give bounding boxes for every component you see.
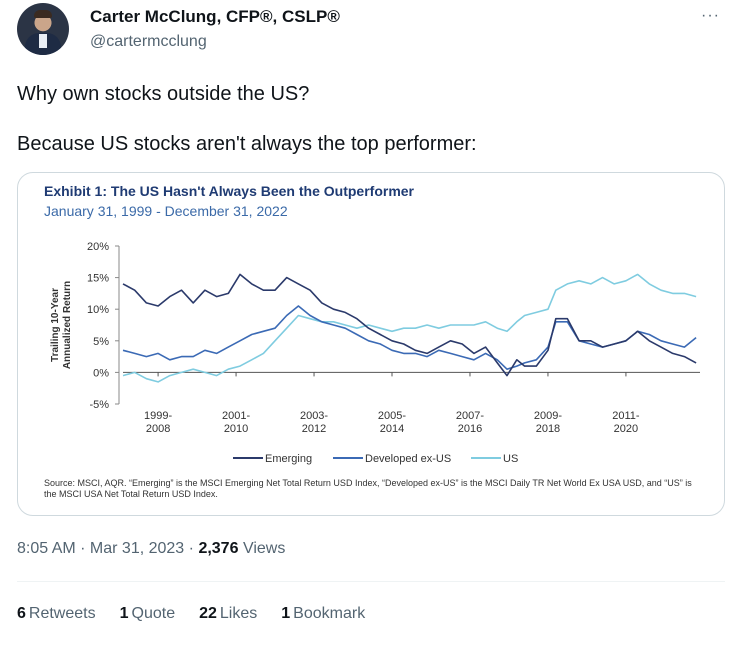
x-tick-label-bottom: 2014 — [380, 423, 404, 435]
series-line-developed-ex-us — [122, 305, 697, 370]
y-axis-label: Trailing 10-Year Annualized Return — [50, 281, 73, 369]
x-tick-label-top: 1999- — [144, 410, 172, 422]
legend-label: Developed ex-US — [365, 453, 451, 465]
legend-label: Emerging — [265, 453, 312, 465]
y-axis-label-line: Annualized Return — [62, 281, 73, 369]
y-tick-label: 15% — [87, 273, 109, 285]
author-handle[interactable]: @cartermcclung — [90, 33, 207, 50]
x-tick-label-bottom: 2020 — [614, 423, 638, 435]
x-tick-label-top: 2005- — [378, 410, 406, 422]
x-tick-label-bottom: 2010 — [224, 423, 248, 435]
x-tick-label-bottom: 2012 — [302, 423, 326, 435]
engagement-stats: 6 Retweets 1 Quote 22 Likes 1 Bookmark — [17, 605, 365, 623]
x-tick-label-top: 2007- — [456, 410, 484, 422]
x-tick-label-top: 2011- — [612, 410, 640, 422]
y-tick-label: -5% — [89, 399, 109, 411]
chart-source: Source: MSCI, AQR. “Emerging” is the MSC… — [44, 478, 692, 499]
more-options-icon[interactable]: ··· — [701, 7, 720, 24]
line-chart: 20%15%10%5%0%-5%1999-20082001-20102003-2… — [50, 241, 700, 465]
x-tick-label-top: 2003- — [300, 410, 328, 422]
chart-subtitle: January 31, 1999 - December 31, 2022 — [44, 203, 288, 219]
x-tick-label-bottom: 2008 — [146, 423, 170, 435]
divider — [17, 581, 725, 582]
views-count: 2,376 — [198, 540, 239, 557]
chart-image[interactable]: Exhibit 1: The US Hasn't Always Been the… — [17, 172, 725, 516]
author-name[interactable]: Carter McClung, CFP®, CSLP® — [90, 7, 340, 26]
y-tick-label: 0% — [93, 367, 109, 379]
x-tick-label-bottom: 2018 — [536, 423, 560, 435]
stat-retweets[interactable]: 6 Retweets — [17, 605, 96, 622]
y-axis-label-line: Trailing 10-Year — [50, 288, 61, 362]
tweet-text-line-1: Why own stocks outside the US? — [17, 83, 310, 105]
chart-title: Exhibit 1: The US Hasn't Always Been the… — [44, 183, 414, 199]
tweet-text-line-2: Because US stocks aren't always the top … — [17, 133, 477, 155]
y-tick-label: 10% — [87, 304, 109, 316]
series-line-us — [122, 273, 697, 383]
legend-label: US — [503, 453, 518, 465]
stat-bookmarks[interactable]: 1 Bookmark — [281, 605, 366, 622]
views-label: Views — [242, 540, 286, 557]
stat-quotes[interactable]: 1 Quote — [119, 605, 176, 622]
x-tick-label-bottom: 2016 — [458, 423, 482, 435]
series-line-emerging — [122, 273, 697, 377]
tweet-meta: 8:05 AM · Mar 31, 2023 · 2,376 Views — [17, 540, 285, 558]
tweet-timestamp[interactable]: 8:05 AM · Mar 31, 2023 · — [17, 540, 194, 557]
x-tick-label-top: 2001- — [222, 410, 250, 422]
x-tick-label-top: 2009- — [534, 410, 562, 422]
stat-likes[interactable]: 22 Likes — [199, 605, 258, 622]
avatar[interactable] — [17, 3, 69, 55]
y-tick-label: 5% — [93, 336, 109, 348]
y-tick-label: 20% — [87, 241, 109, 253]
